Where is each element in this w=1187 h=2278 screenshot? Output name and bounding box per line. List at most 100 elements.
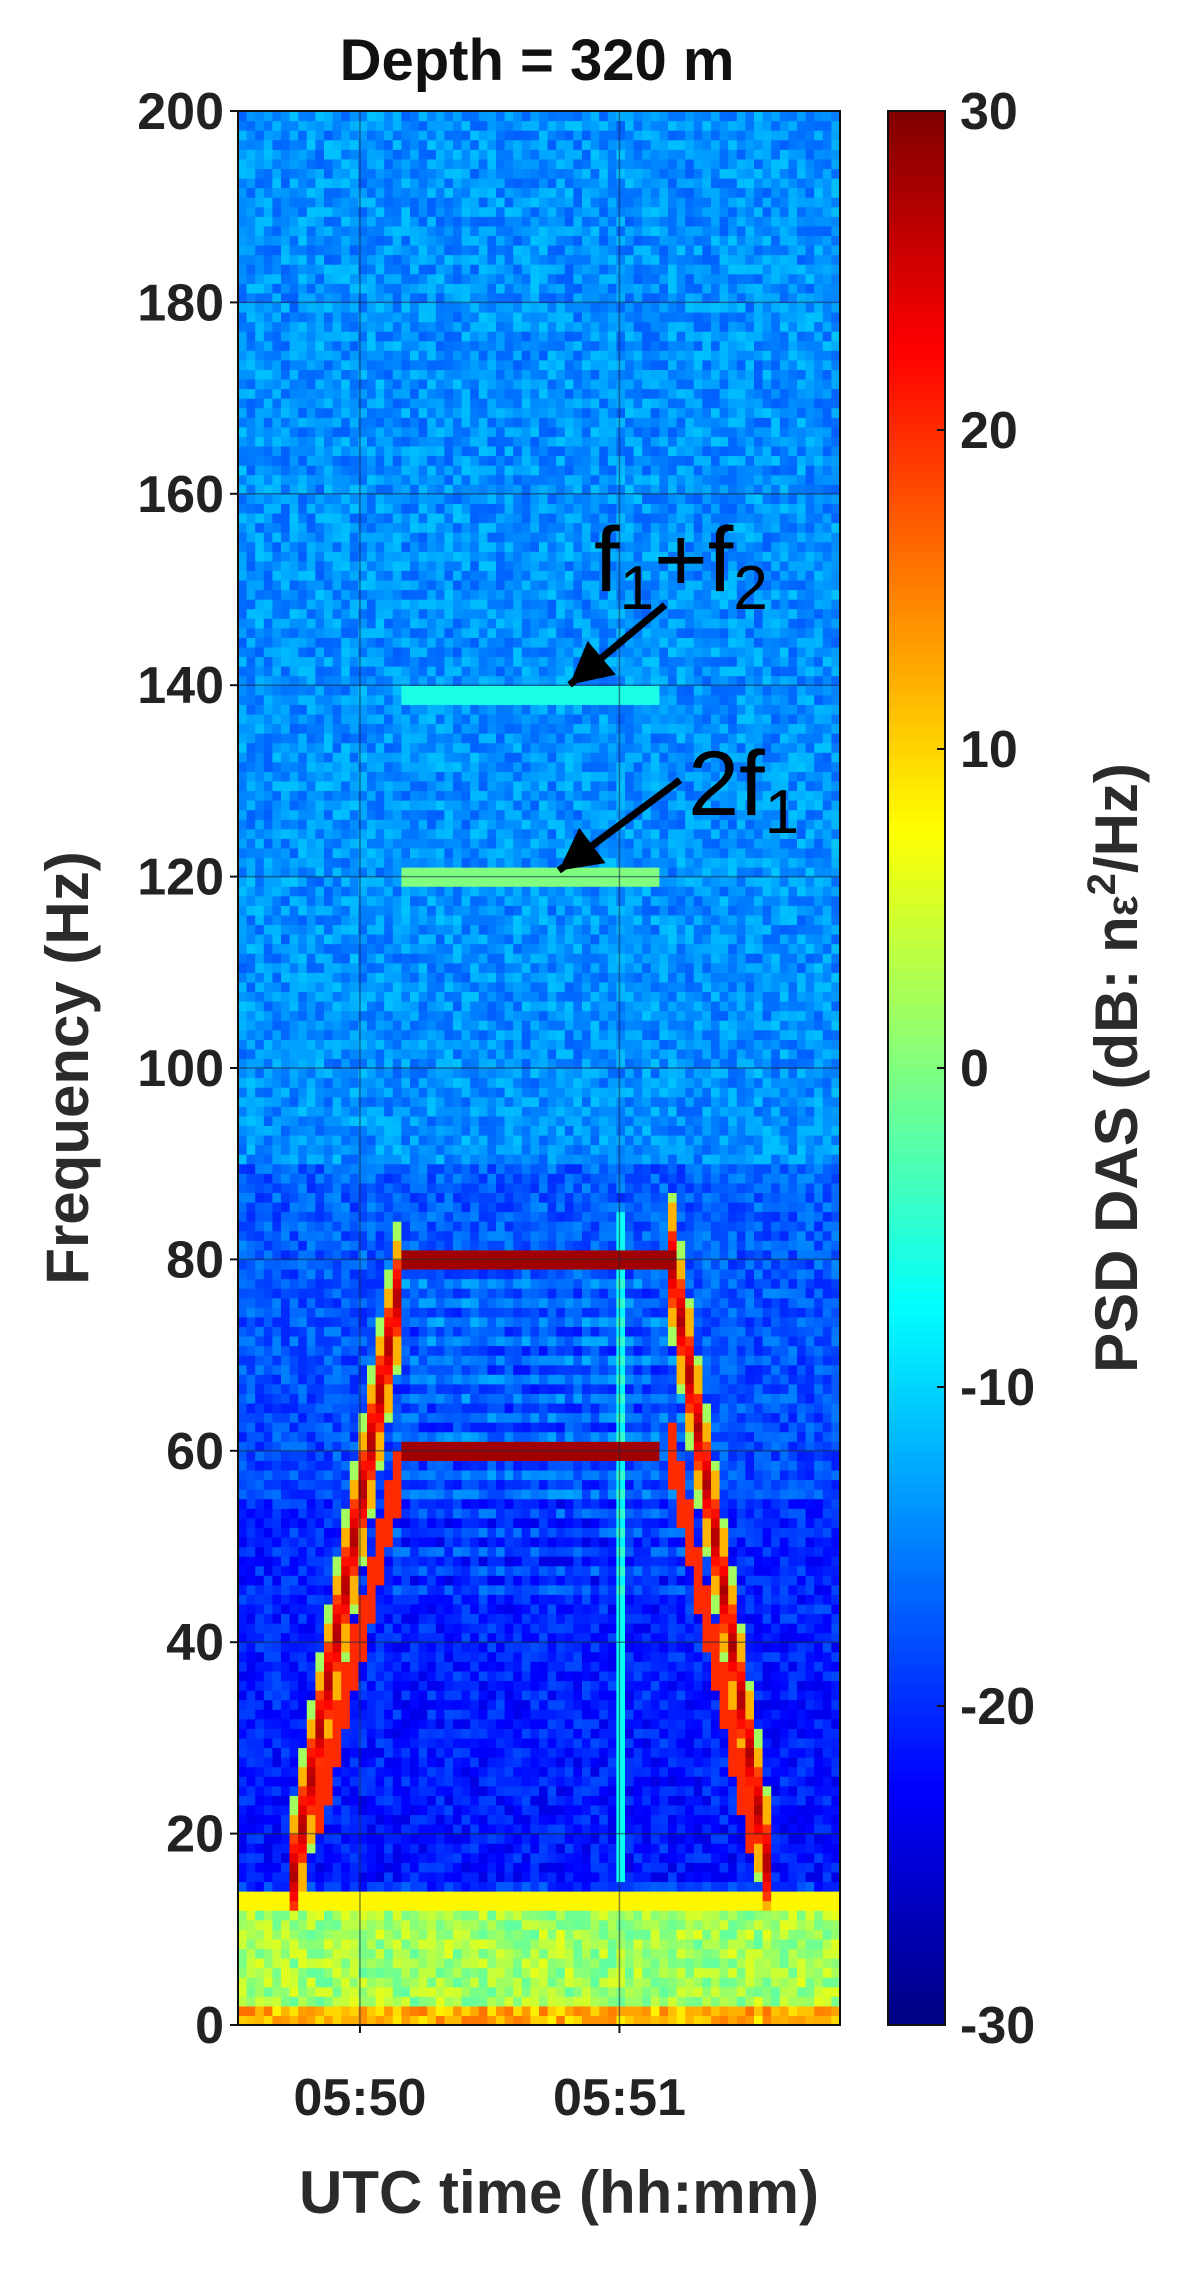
- psd-cell: [315, 187, 325, 198]
- psd-cell: [341, 819, 351, 830]
- psd-cell: [410, 1594, 420, 1605]
- psd-cell: [341, 1230, 351, 1241]
- psd-cell: [392, 1221, 402, 1232]
- psd-cell: [289, 1001, 299, 1012]
- psd-cell: [401, 311, 411, 323]
- psd-cell: [341, 1240, 351, 1251]
- psd-cell: [367, 876, 377, 887]
- psd-cell: [349, 886, 359, 897]
- psd-cell: [255, 1029, 265, 1040]
- psd-cell: [281, 733, 291, 744]
- psd-cell: [392, 311, 402, 323]
- psd-cell: [298, 790, 308, 801]
- psd-cell: [246, 1402, 256, 1414]
- psd-cell: [324, 1422, 334, 1433]
- psd-cell: [418, 1814, 428, 1825]
- psd-cell: [306, 991, 316, 1002]
- psd-cell: [289, 1259, 299, 1270]
- psd-cell: [375, 809, 385, 820]
- psd-cell: [435, 1996, 445, 2007]
- psd-cell: [255, 1307, 265, 1318]
- psd-cell: [281, 340, 291, 351]
- psd-cell: [358, 1737, 368, 1749]
- psd-cell: [427, 522, 437, 533]
- psd-cell: [324, 340, 334, 351]
- psd-cell: [238, 627, 248, 638]
- psd-cell: [375, 599, 385, 610]
- psd-cell: [418, 426, 428, 437]
- psd-cell: [238, 1450, 248, 1461]
- psd-cell: [306, 1910, 316, 1921]
- psd-cell: [315, 1680, 325, 1691]
- psd-cell: [255, 1278, 265, 1289]
- psd-cell: [392, 962, 402, 973]
- psd-cell: [444, 828, 454, 839]
- psd-cell: [298, 1144, 308, 1155]
- psd-cell: [384, 292, 394, 303]
- psd-cell: [444, 1001, 454, 1012]
- psd-cell: [306, 618, 316, 629]
- psd-cell: [410, 685, 420, 696]
- psd-cell: [367, 244, 377, 256]
- psd-cell: [367, 1690, 377, 1701]
- psd-cell: [298, 675, 308, 686]
- psd-cell: [332, 292, 342, 303]
- psd-cell: [238, 618, 248, 629]
- psd-cell: [255, 1556, 265, 1567]
- psd-cell: [375, 905, 385, 916]
- psd-cell: [375, 780, 385, 792]
- psd-cell: [272, 1469, 282, 1481]
- psd-cell: [246, 1747, 256, 1758]
- psd-cell: [392, 1498, 402, 1509]
- psd-cell: [410, 321, 420, 332]
- psd-cell: [272, 675, 282, 686]
- psd-cell: [418, 158, 428, 170]
- psd-cell: [375, 522, 385, 533]
- psd-cell: [289, 981, 299, 993]
- psd-cell: [332, 302, 342, 313]
- psd-cell: [246, 1680, 256, 1691]
- psd-cell: [341, 1967, 351, 1978]
- psd-cell: [418, 1977, 428, 1988]
- psd-cell: [418, 512, 428, 524]
- psd-cell: [246, 264, 256, 275]
- psd-cell: [341, 168, 351, 179]
- psd-cell: [324, 2015, 334, 2026]
- psd-cell: [367, 1355, 377, 1366]
- psd-cell: [255, 886, 265, 897]
- psd-cell: [281, 1479, 291, 1490]
- psd-cell: [263, 139, 273, 150]
- psd-cell: [255, 761, 265, 772]
- psd-cell: [435, 1699, 445, 1710]
- psd-cell: [435, 1623, 445, 1634]
- psd-cell: [367, 666, 377, 677]
- psd-cell: [306, 197, 316, 208]
- psd-cell: [298, 1479, 308, 1490]
- psd-cell: [281, 149, 291, 160]
- psd-cell: [306, 455, 316, 466]
- psd-cell: [367, 694, 377, 705]
- psd-cell: [315, 1546, 325, 1557]
- psd-cell: [263, 1517, 273, 1528]
- psd-cell: [332, 1288, 342, 1299]
- psd-cell: [410, 1728, 420, 1739]
- psd-cell: [281, 867, 291, 878]
- psd-cell: [444, 1068, 454, 1079]
- psd-cell: [349, 1489, 359, 1500]
- psd-cell: [375, 838, 385, 849]
- psd-cell: [289, 1546, 299, 1557]
- psd-cell: [392, 1986, 402, 1997]
- psd-cell: [255, 436, 265, 447]
- psd-cell: [367, 1977, 377, 1988]
- psd-cell: [324, 1039, 334, 1050]
- psd-cell: [298, 857, 308, 868]
- psd-cell: [315, 1307, 325, 1318]
- psd-cell: [358, 1871, 368, 1883]
- psd-cell: [384, 302, 394, 313]
- psd-cell: [341, 1106, 351, 1117]
- psd-cell: [367, 1594, 377, 1605]
- psd-cell: [358, 991, 368, 1002]
- psd-cell: [306, 627, 316, 638]
- psd-cell: [435, 685, 445, 696]
- psd-cell: [341, 809, 351, 820]
